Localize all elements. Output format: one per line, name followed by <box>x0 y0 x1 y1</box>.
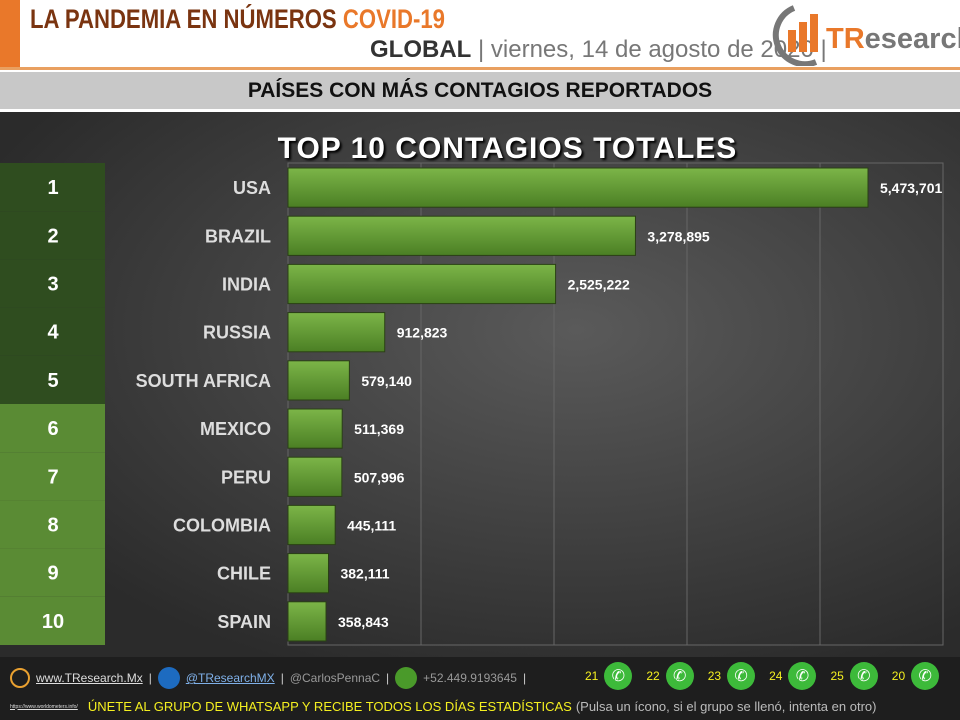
category-label: CHILE <box>217 564 271 584</box>
category-label: RUSSIA <box>203 323 271 343</box>
whatsapp-group-link[interactable]: 24 ✆ <box>769 662 817 690</box>
bar <box>287 312 386 353</box>
rank-label: 6 <box>47 418 58 440</box>
group-number: 25 <box>830 669 844 683</box>
category-label: SOUTH AFRICA <box>136 371 271 391</box>
title-main: LA PANDEMIA EN NÚMEROS <box>30 4 337 34</box>
group-number: 22 <box>646 669 660 683</box>
value-label: 358,843 <box>338 614 389 630</box>
rank-label: 2 <box>47 225 58 247</box>
group-number: 23 <box>707 669 722 683</box>
bar <box>287 263 557 305</box>
rank-label: 1 <box>47 177 58 199</box>
scope: GLOBAL <box>370 36 472 63</box>
rank-cell <box>0 163 105 212</box>
plot-frame <box>287 162 944 646</box>
whatsapp-icon: ✆ <box>727 662 756 690</box>
section-title: PAÍSES CON MÁS CONTAGIOS REPORTADOS <box>0 72 960 109</box>
bar <box>287 504 336 546</box>
rank-cell <box>0 548 105 597</box>
rank-label: 8 <box>47 515 58 537</box>
chart-area: TOP 10 CONTAGIOS TOTALES 1 USA 5,473,701 2 B… <box>0 112 960 657</box>
value-label: 579,140 <box>361 373 412 389</box>
category-label: COLOMBIA <box>173 516 271 536</box>
rank-cell <box>0 596 105 645</box>
bar <box>287 456 343 497</box>
tresearch-logo: TResearch <box>772 5 960 66</box>
whatsapp-icon: ✆ <box>665 662 694 690</box>
value-label: 912,823 <box>397 325 448 341</box>
bar <box>287 215 636 256</box>
whatsapp-icon: ✆ <box>911 662 940 690</box>
rank-cell <box>0 259 105 308</box>
rank-label: 7 <box>47 466 58 488</box>
bar <box>287 167 869 208</box>
title-accent: COVID-19 <box>342 4 445 34</box>
category-label: SPAIN <box>217 612 271 632</box>
category-label: BRAZIL <box>205 226 271 246</box>
cta-text: ÚNETE AL GRUPO DE WHATSAPP Y RECIBE TODO… <box>87 699 572 714</box>
footer: www.TResearch.Mx | @TResearchMX | @Carlo… <box>0 657 960 720</box>
rank-label: 3 <box>47 274 58 296</box>
date: viernes, 14 de agosto de 2020 <box>490 36 814 63</box>
rank-cell <box>0 355 105 404</box>
whatsapp-group-link[interactable]: 21 ✆ <box>585 662 633 690</box>
rank-cell <box>0 211 105 260</box>
header-divider <box>0 67 960 70</box>
rank-label: 4 <box>47 322 59 344</box>
group-number: 24 <box>769 669 783 683</box>
value-label: 2,525,222 <box>568 277 630 293</box>
whatsapp-group-link[interactable]: 25 ✆ <box>830 662 878 690</box>
bar <box>287 601 327 642</box>
whatsapp-icon: ✆ <box>788 662 817 690</box>
bar <box>287 553 329 594</box>
whatsapp-group-link[interactable]: 20 ✆ <box>891 662 940 690</box>
chart-title: TOP 10 CONTAGIOS TOTALES <box>277 132 738 165</box>
category-label: INDIA <box>222 275 271 295</box>
cta-note: (Pulsa un ícono, si el grupo se llenó, i… <box>575 699 877 714</box>
rank-label: 5 <box>47 370 58 392</box>
subtitle: GLOBAL | viernes, 14 de agosto de 2020 | <box>370 36 827 63</box>
rank-cell <box>0 404 105 453</box>
user-handle: @CarlosPennaC <box>289 671 381 685</box>
value-label: 511,369 <box>354 421 404 437</box>
whatsapp-group-link[interactable]: 23 ✆ <box>707 662 756 690</box>
category-label: MEXICO <box>200 419 271 439</box>
group-number: 20 <box>891 669 906 683</box>
page-title: LA PANDEMIA EN NÚMEROS COVID-19 <box>30 4 445 35</box>
value-label: 507,996 <box>354 469 405 485</box>
whatsapp-icon: ✆ <box>849 662 878 690</box>
phone-icon <box>395 667 418 689</box>
svg-text:TResearch: TResearch <box>826 23 960 55</box>
rank-label: 10 <box>42 611 64 633</box>
value-label: 382,111 <box>340 566 389 582</box>
source-link[interactable]: https://www.worldometers.info/ <box>10 703 78 710</box>
whatsapp-group-link[interactable]: 22 ✆ <box>646 662 694 690</box>
rank-cell <box>0 452 105 501</box>
bar <box>287 408 343 449</box>
bar <box>287 360 350 401</box>
globe-icon <box>10 668 30 688</box>
rank-cell <box>0 500 105 549</box>
bar-chart: 1 USA 5,473,701 2 BRAZIL 3,278,895 3 INDIA 2,525… <box>0 162 944 646</box>
phone: +52.449.9193645 <box>423 671 517 685</box>
rank-label: 9 <box>47 563 58 585</box>
website-link[interactable]: www.TResearch.Mx <box>36 671 143 685</box>
rank-cell <box>0 307 105 356</box>
header-accent-bar <box>0 0 20 68</box>
twitter-icon <box>157 667 180 689</box>
category-label: USA <box>233 178 271 198</box>
value-label: 5,473,701 <box>880 180 942 196</box>
value-label: 445,111 <box>347 518 396 534</box>
whatsapp-icon: ✆ <box>604 662 633 690</box>
category-label: PERU <box>221 467 271 487</box>
group-number: 21 <box>585 669 599 683</box>
twitter-link[interactable]: @TResearchMX <box>185 671 275 685</box>
value-label: 3,278,895 <box>647 228 709 244</box>
